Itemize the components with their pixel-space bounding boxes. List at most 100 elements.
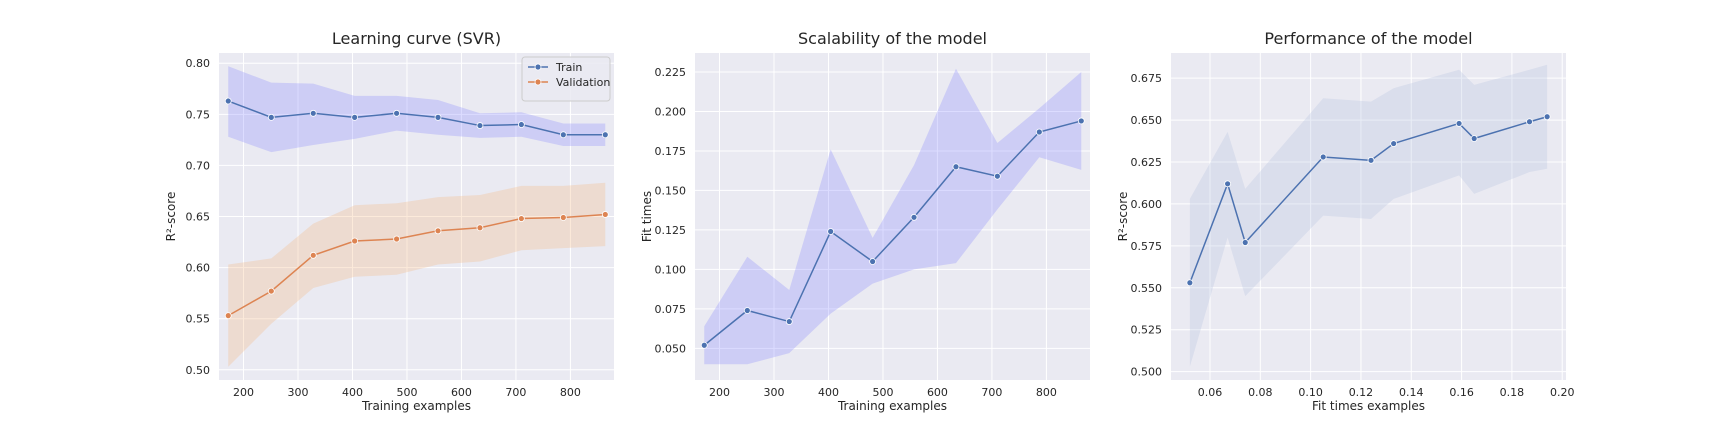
chart-panel-2: 200 300 400 500 600 700 800 0.050 0.075 0.100 0.12… [640,29,1090,413]
series-1-point [1390,140,1398,147]
y-tick-label: 0.100 [655,263,687,276]
y-tick-label: 0.500 [1131,366,1163,379]
data-layer [700,68,1085,365]
x-tick-label: 500 [396,386,417,399]
series-1-point [1241,239,1249,246]
y-tick-label: 0.65 [186,211,211,224]
x-tick-label: 0.10 [1298,386,1323,399]
y-tick-label: 0.50 [186,364,211,377]
y-tick-label: 0.075 [655,303,687,316]
validation-point [224,312,232,320]
y-tick-label: 0.650 [1131,114,1163,127]
legend-label: Train [555,61,582,74]
train-line [227,100,606,136]
y-tick-label: 0.550 [1131,282,1163,295]
series-1-line [1189,116,1548,284]
y-tick-label: 0.575 [1131,240,1163,253]
x-axis-label: Training examples [837,399,947,413]
x-tick-label: 600 [451,386,472,399]
validation-band [228,182,606,367]
train-point [559,131,567,139]
y-tick-label: 0.75 [186,108,211,121]
y-axis-label: R²-score [1116,192,1130,242]
validation-point [267,287,275,295]
x-tick-label: 0.06 [1198,386,1223,399]
x-tick-label: 0.12 [1349,386,1374,399]
train-point [434,113,442,121]
y-tick-label: 0.150 [655,184,687,197]
series-1-point [1543,113,1551,121]
series-1-line [703,120,1082,346]
y-tick-label: 0.050 [655,342,687,355]
x-tick-label: 800 [560,386,581,399]
validation-point [517,215,525,222]
validation-point [351,237,359,245]
series-1-point [1470,135,1478,142]
series-1-band [704,68,1082,365]
train-point [393,109,401,117]
x-tick-label: 400 [818,386,839,399]
data-layer [1186,64,1551,367]
series-1-point [1367,156,1375,164]
train-band [228,66,606,153]
x-tick-label: 700 [505,386,526,399]
y-tick-label: 0.55 [186,313,211,326]
chart-title: Learning curve (SVR) [332,29,501,48]
train-point [224,97,232,105]
series-1-point [869,258,877,265]
x-tick-label: 600 [927,386,948,399]
y-tick-label: 0.70 [186,159,211,172]
series-1-point [1035,128,1043,136]
x-tick-label: 0.14 [1399,386,1424,399]
series-1-band [1189,64,1548,367]
y-tick-label: 0.200 [655,105,687,118]
legend-marker [534,78,542,86]
series-1-point [827,228,835,235]
x-axis-label: Training examples [361,399,471,413]
x-tick-label: 0.08 [1248,386,1273,399]
x-tick-label: 0.20 [1550,386,1575,399]
x-tick-label: 200 [709,386,730,399]
validation-point [434,227,442,235]
series-1-point [743,307,751,314]
series-1-point [952,163,960,171]
y-axis-label: R²-score [164,192,178,242]
x-tick-label: 0.18 [1500,386,1525,399]
y-tick-label: 0.225 [655,66,687,79]
validation-point [393,235,401,243]
legend-label: Validation [556,76,610,89]
chart-title: Scalability of the model [798,29,987,48]
x-tick-label: 300 [764,386,785,399]
y-tick-label: 0.600 [1131,198,1163,211]
validation-point [559,214,567,221]
x-tick-label: 0.16 [1449,386,1474,399]
train-point [267,113,275,121]
validation-line [227,213,606,317]
series-1-point [910,213,918,221]
validation-point [309,251,317,259]
series-1-point [1455,120,1463,127]
series-1-point [1077,117,1085,125]
x-tick-label: 500 [872,386,893,399]
chart-panel-3: 0.06 0.08 0.10 0.12 0.14 0.16 0.18 0.20 0.500 0.5… [1116,29,1574,413]
validation-point [601,211,609,218]
train-point [476,122,484,129]
x-tick-label: 800 [1036,386,1057,399]
y-tick-label: 0.625 [1131,156,1163,169]
legend-box [521,56,611,102]
y-tick-label: 0.525 [1131,324,1163,337]
train-point [351,113,359,121]
series-1-point [700,341,708,349]
x-axis-label: Fit times examples [1312,399,1425,413]
train-point [517,121,525,128]
validation-point [476,224,484,232]
data-layer [224,66,609,367]
legend-marker [534,63,542,71]
series-1-point [993,172,1001,180]
chart-panel-1: 200 300 400 500 600 700 800 0.50 0.55 0.60 0.65 0.7… [164,29,614,413]
chart-title: Performance of the model [1264,29,1472,48]
series-1-point [785,318,793,325]
x-tick-label: 700 [981,386,1002,399]
series-1-point [1186,279,1194,287]
